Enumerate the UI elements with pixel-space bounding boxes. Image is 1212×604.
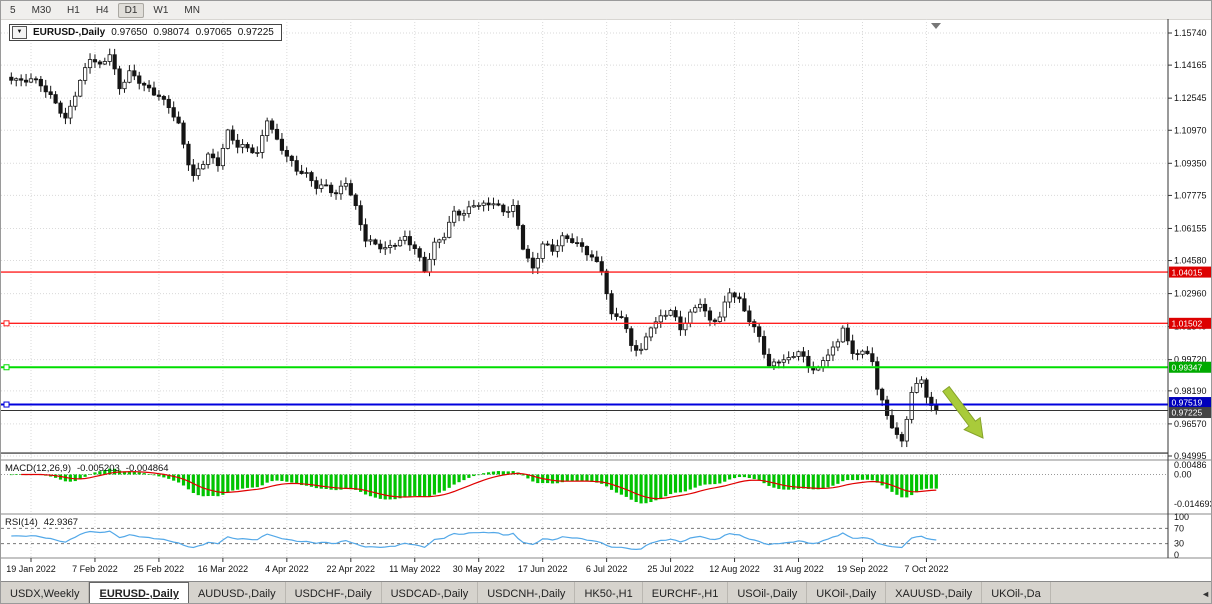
price-badge-label: 0.99347 [1172,362,1203,372]
tab-audusd-daily[interactable]: AUDUSD-,Daily [189,582,286,603]
price-axis-label: 0.94995 [1174,451,1207,461]
rsi-pane [1,527,1168,551]
chart-objects[interactable] [931,23,984,439]
line-anchor-marker[interactable] [3,364,10,371]
price-badge-label: 1.04015 [1172,267,1203,277]
price-axis-label: 1.15740 [1174,28,1207,38]
chart-close-value: 0.97225 [237,27,274,38]
date-axis-label: 31 Aug 2022 [773,564,824,574]
chart-symbol-label: EURUSD-,Daily [33,27,106,38]
price-badge [1169,407,1211,419]
tab-ukoil-da[interactable]: UKOil-,Da [982,582,1051,603]
price-axis-label: 0.98190 [1174,386,1207,396]
timeframe-button-m30[interactable]: M30 [31,4,52,16]
macd-axis-label: -0.014693 [1174,499,1212,509]
date-axis-label: 22 Apr 2022 [327,564,376,574]
tab-eurchf-h1[interactable]: EURCHF-,H1 [643,582,729,603]
macd-title: MACD(12,26,9) [5,463,71,474]
tab-xauusd-daily[interactable]: XAUUSD-,Daily [886,582,983,603]
rsi-axis-label: 70 [1174,523,1184,533]
line-anchor-marker[interactable] [3,401,10,408]
price-axis-label: 1.09350 [1174,158,1207,168]
macd-header: MACD(12,26,9) -0.005203 -0.004864 [5,463,169,474]
chart-open-value: 0.97650 [111,27,148,38]
symbol-dropdown-icon[interactable]: ▼ [12,26,27,39]
price-axis-label: 1.12545 [1174,93,1207,103]
price-badge-label: 0.97225 [1172,408,1203,418]
line-anchor-marker[interactable] [3,320,10,327]
price-badge [1169,361,1211,373]
chart-area[interactable]: 1.15740 1.14165 1.12545 1.10970 1.09350 1.077… [1,19,1212,581]
tab-usdchf-daily[interactable]: USDCHF-,Daily [286,582,382,603]
date-axis-label: 11 May 2022 [389,564,440,574]
price-axis-label: 1.10970 [1174,125,1207,135]
chart-low-value: 0.97065 [195,27,232,38]
price-badge-label: 0.97519 [1172,398,1203,408]
price-axis[interactable]: 1.15740 1.14165 1.12545 1.10970 1.09350 1.077… [1167,19,1212,560]
date-axis-label: 6 Jul 2022 [586,564,628,574]
timeframe-button-h1[interactable]: H1 [67,4,80,16]
price-axis-label: 1.06155 [1174,223,1207,233]
macd-axis-label: 0.00486 [1174,460,1207,470]
price-axis-label: 1.14165 [1174,60,1207,70]
chart-tabbar: USDX,Weekly EURUSD-,Daily AUDUSD-,Daily USD… [1,581,1211,603]
date-axis-label: 7 Oct 2022 [904,564,948,574]
price-axis-label: 1.07775 [1174,190,1207,200]
timeframe-button-d1[interactable]: D1 [117,2,145,18]
horizontal-lines[interactable] [1,271,1168,454]
tab-usdx-weekly[interactable]: USDX,Weekly [1,582,90,603]
chart-high-value: 0.98074 [153,27,190,38]
price-badge [1169,266,1211,278]
timeframe-button-w1[interactable]: W1 [153,4,169,16]
tab-usoil-daily[interactable]: USOil-,Daily [728,582,808,603]
date-axis-label: 16 Mar 2022 [198,564,249,574]
tab-ukoil-daily[interactable]: UKOil-,Daily [807,582,887,603]
date-axis-label: 4 Apr 2022 [265,564,309,574]
macd-signal-line [21,471,937,500]
rsi-axis-label: 0 [1174,550,1179,560]
tab-hk50-h1[interactable]: HK50-,H1 [575,582,643,603]
rsi-title: RSI(14) [5,517,38,528]
price-badge [1169,317,1211,329]
rsi-axis-label: 30 [1174,539,1184,549]
arrow-object[interactable] [942,385,984,439]
date-axis-label: 19 Sep 2022 [837,564,888,574]
chart-info-box[interactable]: ▼ EURUSD-,Daily 0.97650 0.98074 0.97065 … [9,24,282,41]
date-axis-label: 30 May 2022 [453,564,505,574]
candlesticks [9,48,939,448]
timeframe-button-mn[interactable]: MN [184,4,200,16]
price-axis-label: 0.99720 [1174,355,1207,365]
price-axis-label: 1.04580 [1174,256,1207,266]
timeframe-toolbar: 5 M30 H1 H4 D1 W1 MN [1,1,1211,20]
timeframe-button-5[interactable]: 5 [10,4,16,16]
tab-scroll-left-icon[interactable]: ◄ [1201,589,1210,599]
date-axis-label: 7 Feb 2022 [72,564,118,574]
price-badge-label: 1.01502 [1172,319,1203,329]
rsi-line [11,530,937,551]
date-axis-label: 12 Aug 2022 [709,564,760,574]
date-axis-label: 25 Jul 2022 [647,564,694,574]
price-axis-label: 1.02960 [1174,289,1207,299]
tab-usdcnh-daily[interactable]: USDCNH-,Daily [478,582,576,603]
date-axis-label: 25 Feb 2022 [134,564,185,574]
macd-axis-label: 0.00 [1174,470,1192,480]
tab-usdcad-daily[interactable]: USDCAD-,Daily [382,582,479,603]
macd-signal-value: -0.004864 [125,463,169,474]
macd-pane [1,468,1168,504]
tab-eurusd-daily[interactable]: EURUSD-,Daily [89,582,189,603]
rsi-header: RSI(14) 42.9367 [5,517,78,528]
rsi-value: 42.9367 [43,517,79,528]
timeframe-button-h4[interactable]: H4 [95,4,109,16]
price-axis-label: 0.96570 [1174,419,1207,429]
date-axis-label: 17 Jun 2022 [518,564,568,574]
chart-canvas[interactable]: 1.15740 1.14165 1.12545 1.10970 1.09350 1.077… [1,19,1212,581]
date-axis-label: 19 Jan 2022 [6,564,56,574]
macd-main-value: -0.005203 [77,463,120,474]
time-axis[interactable]: 19 Jan 2022 7 Feb 2022 25 Feb 2022 16 Mar 2… [6,558,948,574]
rsi-axis-label: 100 [1174,512,1189,522]
shift-marker-icon [931,23,941,29]
price-badge [1169,397,1211,409]
